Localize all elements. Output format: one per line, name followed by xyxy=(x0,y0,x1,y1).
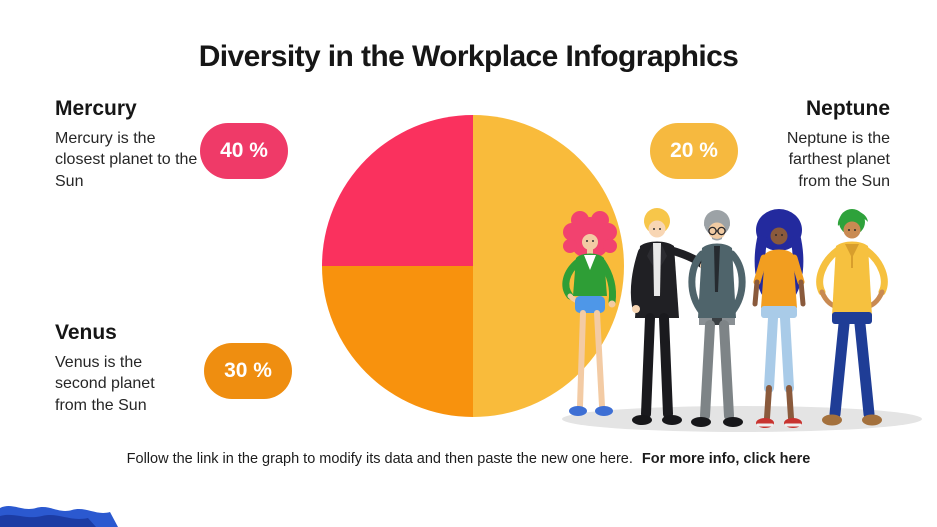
person-black-suit-man xyxy=(630,208,708,425)
badge-venus: 30 % xyxy=(204,343,292,399)
badge-mercury: 40 % xyxy=(200,123,288,179)
footer-text: Follow the link in the graph to modify i… xyxy=(126,451,633,467)
corner-wave-decoration xyxy=(0,506,118,527)
callout-neptune-description: Neptune is the farthest planet from the … xyxy=(786,130,890,190)
person-pink-hair-woman xyxy=(562,211,617,416)
badge-neptune: 20 % xyxy=(650,123,738,179)
callout-venus-heading: Venus xyxy=(55,321,117,344)
person-blue-hair-woman xyxy=(752,209,806,428)
callout-neptune-heading: Neptune xyxy=(806,97,890,120)
page-title: Diversity in the Workplace Infographics xyxy=(198,40,739,73)
callout-mercury-heading: Mercury xyxy=(55,97,137,120)
person-green-hair-man xyxy=(816,209,888,426)
footer-link[interactable]: For more info, click here xyxy=(641,451,811,467)
callout-mercury: Mercury Mercury is the closest planet to… xyxy=(55,97,200,192)
callout-venus: Venus Venus is the second planet from th… xyxy=(55,321,173,416)
footer-caption: Follow the link in the graph to modify i… xyxy=(0,451,937,467)
callout-neptune: Neptune Neptune is the farthest planet f… xyxy=(720,97,890,192)
person-older-man xyxy=(688,210,746,427)
people-illustration xyxy=(562,208,922,432)
callout-mercury-description: Mercury is the closest planet to the Sun xyxy=(55,130,198,190)
callout-venus-description: Venus is the second planet from the Sun xyxy=(55,354,155,414)
